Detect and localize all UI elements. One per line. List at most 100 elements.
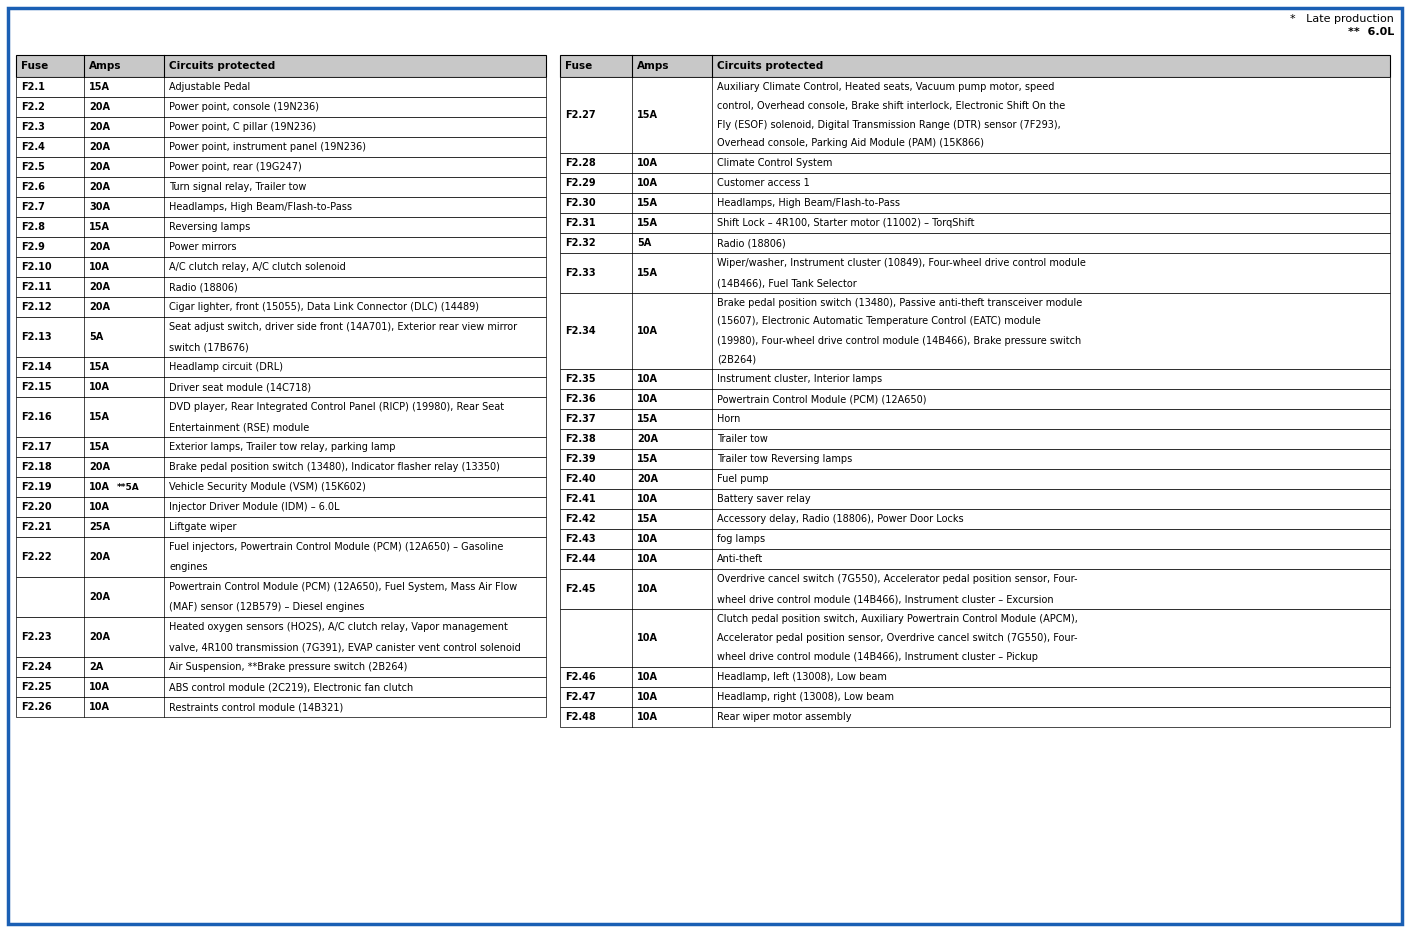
Text: Cigar lighter, front (15055), Data Link Connector (DLC) (14489): Cigar lighter, front (15055), Data Link … xyxy=(169,302,479,312)
Text: F2.36: F2.36 xyxy=(565,394,595,404)
Text: F2.48: F2.48 xyxy=(565,712,596,722)
Text: Exterior lamps, Trailer tow relay, parking lamp: Exterior lamps, Trailer tow relay, parki… xyxy=(169,442,395,452)
Bar xyxy=(560,489,1390,509)
Text: F2.5: F2.5 xyxy=(21,162,45,172)
Text: 20A: 20A xyxy=(89,162,110,172)
Text: Brake pedal position switch (13480), Indicator flasher relay (13350): Brake pedal position switch (13480), Ind… xyxy=(169,462,501,472)
Text: F2.26: F2.26 xyxy=(21,702,52,712)
Bar xyxy=(16,617,546,657)
Text: 20A: 20A xyxy=(89,182,110,192)
Text: Fuel injectors, Powertrain Control Module (PCM) (12A650) – Gasoline: Fuel injectors, Powertrain Control Modul… xyxy=(169,542,503,552)
Text: F2.27: F2.27 xyxy=(565,110,595,120)
Text: valve, 4R100 transmission (7G391), EVAP canister vent control solenoid: valve, 4R100 transmission (7G391), EVAP … xyxy=(169,642,520,652)
Text: F2.37: F2.37 xyxy=(565,414,595,424)
Text: ABS control module (2C219), Electronic fan clutch: ABS control module (2C219), Electronic f… xyxy=(169,682,413,692)
Text: wheel drive control module (14B466), Instrument cluster – Excursion: wheel drive control module (14B466), Ins… xyxy=(718,594,1053,604)
Text: F2.7: F2.7 xyxy=(21,202,45,212)
Text: (14B466), Fuel Tank Selector: (14B466), Fuel Tank Selector xyxy=(718,278,857,288)
Bar xyxy=(560,429,1390,449)
Text: 10A: 10A xyxy=(637,494,658,504)
Text: Liftgate wiper: Liftgate wiper xyxy=(169,522,237,532)
Text: 15A: 15A xyxy=(637,514,658,524)
Text: 20A: 20A xyxy=(89,102,110,112)
Bar xyxy=(560,549,1390,569)
Text: F2.34: F2.34 xyxy=(565,326,595,336)
Text: engines: engines xyxy=(169,562,207,572)
Text: F2.31: F2.31 xyxy=(565,218,595,228)
Text: F2.38: F2.38 xyxy=(565,434,596,444)
Text: Restraints control module (14B321): Restraints control module (14B321) xyxy=(169,702,343,712)
Bar xyxy=(560,667,1390,687)
Text: Amps: Amps xyxy=(637,61,670,71)
Text: 15A: 15A xyxy=(637,110,658,120)
Text: Headlamps, High Beam/Flash-to-Pass: Headlamps, High Beam/Flash-to-Pass xyxy=(169,202,352,212)
Text: F2.24: F2.24 xyxy=(21,662,52,672)
Text: **5A: **5A xyxy=(117,483,140,491)
Text: switch (17B676): switch (17B676) xyxy=(169,342,248,352)
Text: Driver seat module (14C718): Driver seat module (14C718) xyxy=(169,382,312,392)
Text: 15A: 15A xyxy=(89,442,110,452)
Text: Shift Lock – 4R100, Starter motor (11002) – TorqShift: Shift Lock – 4R100, Starter motor (11002… xyxy=(718,218,974,228)
Bar xyxy=(16,117,546,137)
Text: 10A: 10A xyxy=(89,382,110,392)
Bar xyxy=(560,253,1390,293)
Text: F2.6: F2.6 xyxy=(21,182,45,192)
Bar xyxy=(560,687,1390,707)
Text: 20A: 20A xyxy=(637,474,658,484)
Text: Powertrain Control Module (PCM) (12A650): Powertrain Control Module (PCM) (12A650) xyxy=(718,394,926,404)
Text: Injector Driver Module (IDM) – 6.0L: Injector Driver Module (IDM) – 6.0L xyxy=(169,502,340,512)
Text: Reversing lamps: Reversing lamps xyxy=(169,222,250,232)
Text: Radio (18806): Radio (18806) xyxy=(718,238,785,248)
Text: 20A: 20A xyxy=(89,632,110,642)
Text: 10A: 10A xyxy=(637,178,658,188)
Bar xyxy=(16,217,546,237)
Bar xyxy=(16,257,546,277)
Text: F2.11: F2.11 xyxy=(21,282,52,292)
Text: 30A: 30A xyxy=(89,202,110,212)
Bar xyxy=(16,197,546,217)
Text: Entertainment (RSE) module: Entertainment (RSE) module xyxy=(169,422,309,432)
Text: F2.47: F2.47 xyxy=(565,692,595,702)
Bar xyxy=(16,477,546,497)
Bar xyxy=(560,193,1390,213)
Text: 10A: 10A xyxy=(637,374,658,384)
Text: F2.22: F2.22 xyxy=(21,552,52,562)
Bar xyxy=(16,137,546,157)
Text: Rear wiper motor assembly: Rear wiper motor assembly xyxy=(718,712,852,722)
Bar xyxy=(560,55,1390,77)
Bar xyxy=(560,369,1390,389)
Text: 20A: 20A xyxy=(89,242,110,252)
Text: Power point, rear (19G247): Power point, rear (19G247) xyxy=(169,162,302,172)
Bar xyxy=(560,569,1390,609)
Text: 2A: 2A xyxy=(89,662,103,672)
Bar xyxy=(16,437,546,457)
Text: 15A: 15A xyxy=(89,412,110,422)
Text: Anti-theft: Anti-theft xyxy=(718,554,763,564)
Text: Trailer tow Reversing lamps: Trailer tow Reversing lamps xyxy=(718,454,852,464)
Text: Accelerator pedal position sensor, Overdrive cancel switch (7G550), Four-: Accelerator pedal position sensor, Overd… xyxy=(718,633,1077,643)
Text: Power mirrors: Power mirrors xyxy=(169,242,237,252)
Text: F2.21: F2.21 xyxy=(21,522,52,532)
Text: 20A: 20A xyxy=(637,434,658,444)
Text: 20A: 20A xyxy=(89,302,110,312)
Text: F2.30: F2.30 xyxy=(565,198,595,208)
Text: 10A: 10A xyxy=(89,502,110,512)
Bar xyxy=(16,177,546,197)
Text: F2.40: F2.40 xyxy=(565,474,595,484)
Text: Brake pedal position switch (13480), Passive anti-theft transceiver module: Brake pedal position switch (13480), Pas… xyxy=(718,297,1083,308)
Text: F2.29: F2.29 xyxy=(565,178,595,188)
Text: 15A: 15A xyxy=(637,414,658,424)
Text: 15A: 15A xyxy=(637,268,658,278)
Bar xyxy=(16,55,546,77)
Text: (2B264): (2B264) xyxy=(718,354,756,364)
Text: Headlamps, High Beam/Flash-to-Pass: Headlamps, High Beam/Flash-to-Pass xyxy=(718,198,900,208)
Text: Seat adjust switch, driver side front (14A701), Exterior rear view mirror: Seat adjust switch, driver side front (1… xyxy=(169,322,517,332)
Bar xyxy=(16,537,546,577)
Bar xyxy=(16,317,546,357)
Text: F2.28: F2.28 xyxy=(565,158,596,168)
Bar xyxy=(16,277,546,297)
Bar xyxy=(16,157,546,177)
Bar xyxy=(16,397,546,437)
Text: Headlamp circuit (DRL): Headlamp circuit (DRL) xyxy=(169,362,283,372)
Text: (MAF) sensor (12B579) – Diesel engines: (MAF) sensor (12B579) – Diesel engines xyxy=(169,602,364,612)
